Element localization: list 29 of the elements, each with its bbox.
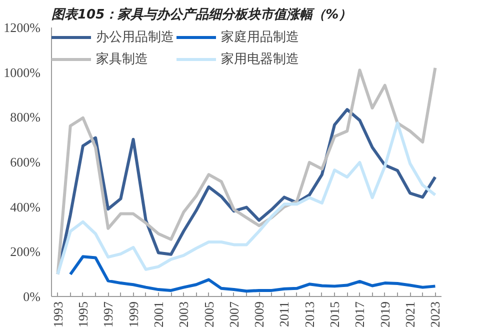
x-tick-label: 2013 — [302, 302, 317, 328]
x-tick-label: 2017 — [352, 301, 368, 328]
x-tick-label: 1999 — [126, 302, 141, 328]
legend-label: 办公用品制造 — [96, 29, 174, 46]
y-tick-label: 400% — [10, 199, 41, 214]
y-tick-label: 600% — [10, 154, 41, 170]
line-series — [68, 255, 437, 293]
x-tick-label: 1995 — [75, 302, 90, 328]
y-tick-label: 800% — [10, 110, 41, 125]
x-tick-label: 2003 — [176, 302, 192, 328]
legend-label: 家具制造 — [96, 51, 148, 68]
x-tick-label: 2019 — [377, 302, 392, 328]
x-tick-label: 1993 — [50, 302, 66, 328]
x-tick-label: 2015 — [327, 302, 342, 328]
y-tick-label: 1200% — [4, 20, 41, 35]
legend-label: 家用电器制造 — [221, 51, 299, 68]
chart-title: 图表105：家具与办公产品细分板块市值涨幅（%） — [52, 6, 352, 22]
x-tick-label: 2011 — [276, 301, 292, 328]
x-tick-label: 2005 — [201, 302, 216, 328]
x-tick-label: 2001 — [150, 302, 166, 328]
x-tick-label: 2007 — [226, 301, 242, 328]
x-tick-label: 1997 — [100, 301, 116, 328]
legend-label: 家庭用品制造 — [221, 29, 299, 46]
y-tick-label: 200% — [10, 244, 41, 260]
x-tick-label: 2023 — [428, 302, 443, 328]
x-tick-label: 2009 — [252, 302, 267, 328]
y-tick-label: 1000% — [4, 64, 41, 80]
x-tick-label: 2021 — [402, 302, 418, 328]
y-tick-label: 0% — [23, 289, 41, 304]
